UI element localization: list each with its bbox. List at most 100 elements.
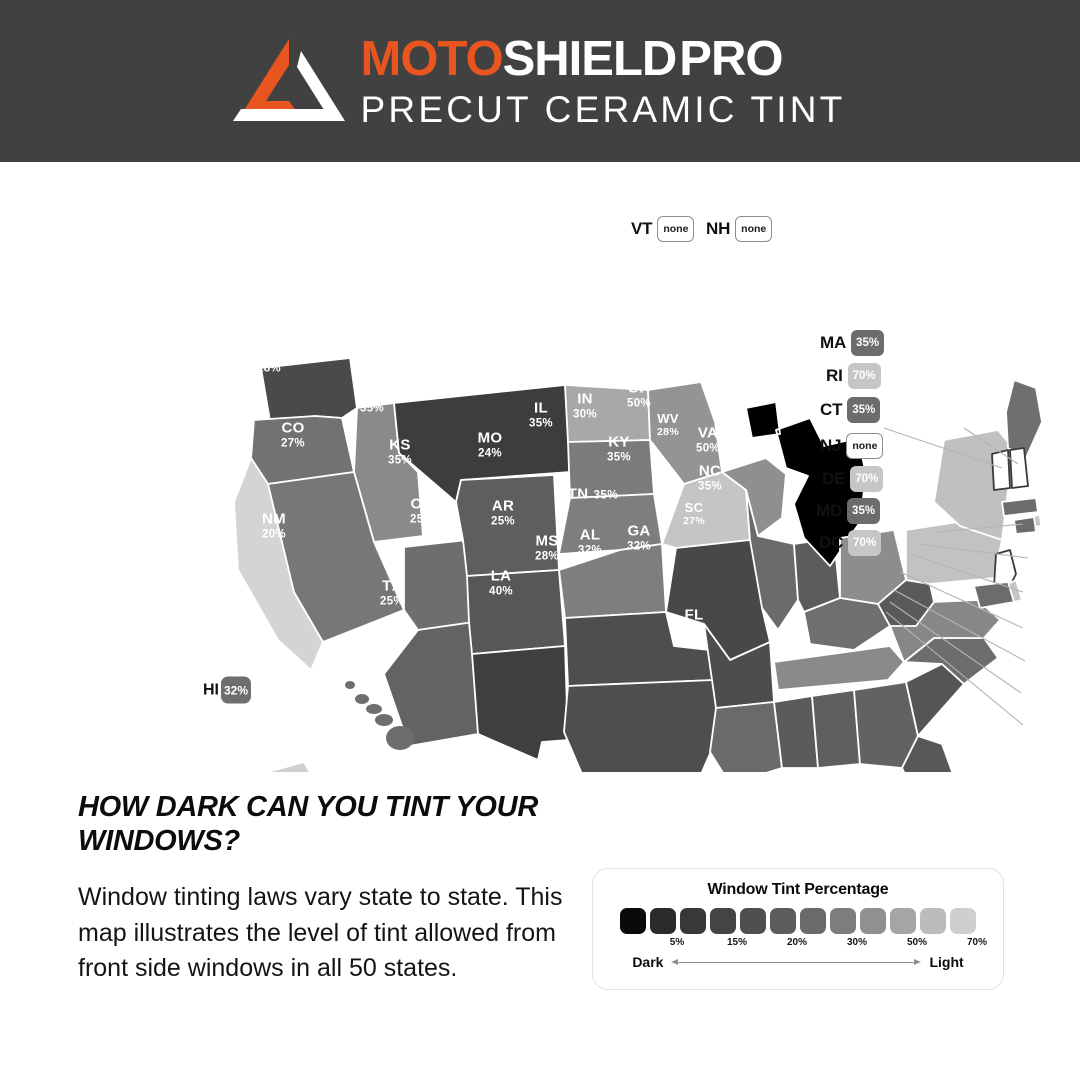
tint-law-map-section: WA 24% OR 35% ID 35% MT 24% WY 28% ND 50% SD 35% NE 35%… <box>0 162 1080 772</box>
callout-ma[interactable]: MA 35% <box>820 330 885 356</box>
callout-leader-line <box>917 543 1029 559</box>
motoshield-triangle-logo-icon <box>232 39 345 121</box>
legend-swatch-9 <box>890 908 916 934</box>
legend-swatch-8 <box>860 908 886 934</box>
state-shape-tx[interactable] <box>563 679 723 772</box>
callout-leader-line <box>963 427 1019 465</box>
state-shape-md[interactable] <box>973 581 1015 609</box>
legend-swatch-1 <box>650 908 676 934</box>
callout-tint-chip: 70% <box>850 466 884 492</box>
callout-leader-line <box>883 427 1003 469</box>
callout-hi[interactable]: HI 32% <box>203 676 251 704</box>
state-shape-al[interactable] <box>811 689 861 769</box>
callout-abbr: VT <box>631 219 653 238</box>
legend-light-label: Light <box>929 954 964 970</box>
legend-swatch-4 <box>740 908 766 934</box>
state-shape-il[interactable] <box>745 489 799 631</box>
legend-tick-9: 50% <box>906 937 927 948</box>
explainer-copy: HOW DARK CAN YOU TINT YOUR WINDOWS? Wind… <box>78 790 568 987</box>
state-shape-wa[interactable] <box>260 357 358 422</box>
state-shape-la[interactable] <box>709 701 783 772</box>
callout-md[interactable]: MD 35% <box>816 498 881 524</box>
state-abbr: OR <box>88 299 112 317</box>
state-shape-ct[interactable] <box>1013 516 1037 535</box>
callout-tint-chip: 35% <box>847 397 881 423</box>
callout-tint-chip: 70% <box>847 363 881 389</box>
brand-tagline: PRECUT CERAMIC TINT <box>360 88 846 130</box>
callout-abbr: NH <box>706 219 731 238</box>
brand-shield: SHIELD <box>502 31 678 86</box>
state-shape-ak[interactable] <box>267 761 360 772</box>
state-label-ca[interactable]: CA 70% <box>62 440 86 471</box>
callout-abbr: DE <box>822 469 846 488</box>
callout-abbr: NJ <box>820 436 842 455</box>
brand-lockup: MOTOSHIELDPRO PRECUT CERAMIC TINT <box>227 31 846 130</box>
state-shape-nv[interactable] <box>267 471 405 643</box>
state-abbr: CA <box>62 440 86 458</box>
callout-ri[interactable]: RI 70% <box>826 363 881 389</box>
brand-pro: PRO <box>679 31 783 86</box>
state-shape-tn[interactable] <box>773 645 905 691</box>
legend-scalebar: Dark Light <box>593 954 1003 970</box>
state-shape-mn[interactable] <box>647 381 723 485</box>
callout-abbr: MD <box>816 501 843 520</box>
legend-swatch-10 <box>920 908 946 934</box>
legend-tick-7: 30% <box>846 937 867 948</box>
callout-nj[interactable]: NJ none <box>820 433 884 459</box>
legend-tick-10 <box>934 937 960 948</box>
callout-leader-line <box>893 589 1026 662</box>
callout-ct[interactable]: CT 35% <box>820 397 881 423</box>
legend-tick-8 <box>874 937 900 948</box>
bottom-section: HOW DARK CAN YOU TINT YOUR WINDOWS? Wind… <box>0 772 1080 1080</box>
state-tint-value: 70% <box>62 458 86 471</box>
callout-vt[interactable]: VT none <box>631 216 695 242</box>
callout-abbr: RI <box>826 366 843 385</box>
callout-de[interactable]: DE 70% <box>822 466 884 492</box>
explainer-heading: HOW DARK CAN YOU TINT YOUR WINDOWS? <box>78 791 538 858</box>
state-shape-me[interactable] <box>1005 379 1043 459</box>
callout-abbr: HI <box>203 681 219 698</box>
page-header: MOTOSHIELDPRO PRECUT CERAMIC TINT <box>0 0 1080 162</box>
tint-percentage-legend: Window Tint Percentage 5% 15% 20% 30% 50% 70%… <box>592 868 1004 990</box>
legend-tick-0 <box>634 937 660 948</box>
state-shape-vt[interactable] <box>991 449 1011 491</box>
state-shape-ut[interactable] <box>403 539 475 631</box>
callout-leader-line <box>889 601 1022 694</box>
state-shape-ms[interactable] <box>773 695 819 769</box>
callout-dc[interactable]: DC 70% <box>819 530 882 556</box>
state-label-or[interactable]: OR 35% <box>88 299 112 330</box>
state-shape-ma[interactable] <box>1001 497 1039 517</box>
legend-swatch-3 <box>710 908 736 934</box>
state-tint-value: 70% <box>73 643 97 656</box>
state-shape-sd[interactable] <box>567 439 655 499</box>
us-states-map <box>233 357 1043 772</box>
hawaii-islands <box>345 681 414 750</box>
state-shape-ar[interactable] <box>703 623 775 709</box>
state-shape-nh[interactable] <box>1009 447 1029 489</box>
callout-abbr: MA <box>820 333 847 352</box>
callout-abbr: DC <box>819 533 844 552</box>
brand-moto: MOTO <box>360 31 504 86</box>
brand-text: MOTOSHIELDPRO PRECUT CERAMIC TINT <box>360 31 846 130</box>
callout-leader-line <box>909 553 1024 593</box>
state-shape-ne[interactable] <box>558 493 663 555</box>
state-shape-fl[interactable] <box>901 735 958 772</box>
state-shape-az[interactable] <box>383 621 479 747</box>
state-shape-nm[interactable] <box>471 645 569 761</box>
state-label-ak[interactable]: AK 70% <box>73 626 97 656</box>
state-shape-nd[interactable] <box>564 384 651 443</box>
legend-arrow-icon <box>671 957 922 967</box>
callout-tint-chip: none <box>846 433 884 459</box>
state-shape-ok[interactable] <box>564 611 715 687</box>
callout-tint-chip: 32% <box>221 676 251 704</box>
legend-tick-11: 70% <box>966 937 987 948</box>
callout-abbr: CT <box>820 400 843 419</box>
state-shape-ks[interactable] <box>558 543 667 619</box>
legend-tick-5: 20% <box>786 937 807 948</box>
explainer-paragraph: Window tinting laws vary state to state.… <box>78 883 563 983</box>
legend-swatch-6 <box>800 908 826 934</box>
state-shape-co[interactable] <box>466 569 566 655</box>
callout-nh[interactable]: NH none <box>706 216 773 242</box>
state-shape-wy[interactable] <box>455 474 560 577</box>
legend-swatch-5 <box>770 908 796 934</box>
